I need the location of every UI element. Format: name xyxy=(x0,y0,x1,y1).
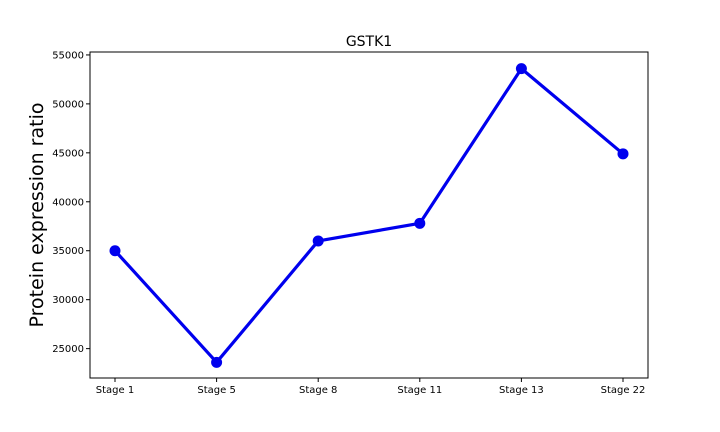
ticks: 25000 30000 35000 40000 45000 50000 55000 Stage… xyxy=(52,50,645,396)
series-line xyxy=(113,67,625,364)
series-layer xyxy=(109,63,629,368)
data-point xyxy=(515,63,527,75)
chart-title: GSTK1 xyxy=(346,34,392,50)
y-tick-label: 50000 xyxy=(52,99,84,110)
y-tick-label: 35000 xyxy=(52,246,84,257)
y-tick-label: 30000 xyxy=(52,295,84,306)
x-tick-label: Stage 13 xyxy=(499,385,544,396)
data-point xyxy=(211,356,223,368)
data-point xyxy=(617,148,629,160)
y-tick-label: 40000 xyxy=(52,197,84,208)
data-point xyxy=(414,217,426,229)
y-axis-label: Protein expression ratio xyxy=(26,103,48,328)
plot-frame xyxy=(89,51,649,379)
y-tick-label: 45000 xyxy=(52,148,84,159)
x-tick-label: Stage 1 xyxy=(96,385,134,396)
y-tick-label: 55000 xyxy=(52,50,84,61)
x-tick-label: Stage 8 xyxy=(299,385,337,396)
x-tick-label: Stage 11 xyxy=(397,385,442,396)
data-point xyxy=(312,235,324,247)
y-tick-label: 25000 xyxy=(52,344,84,355)
x-tick-label: Stage 22 xyxy=(601,385,646,396)
x-tick-label: Stage 5 xyxy=(197,385,235,396)
data-point xyxy=(109,245,121,257)
